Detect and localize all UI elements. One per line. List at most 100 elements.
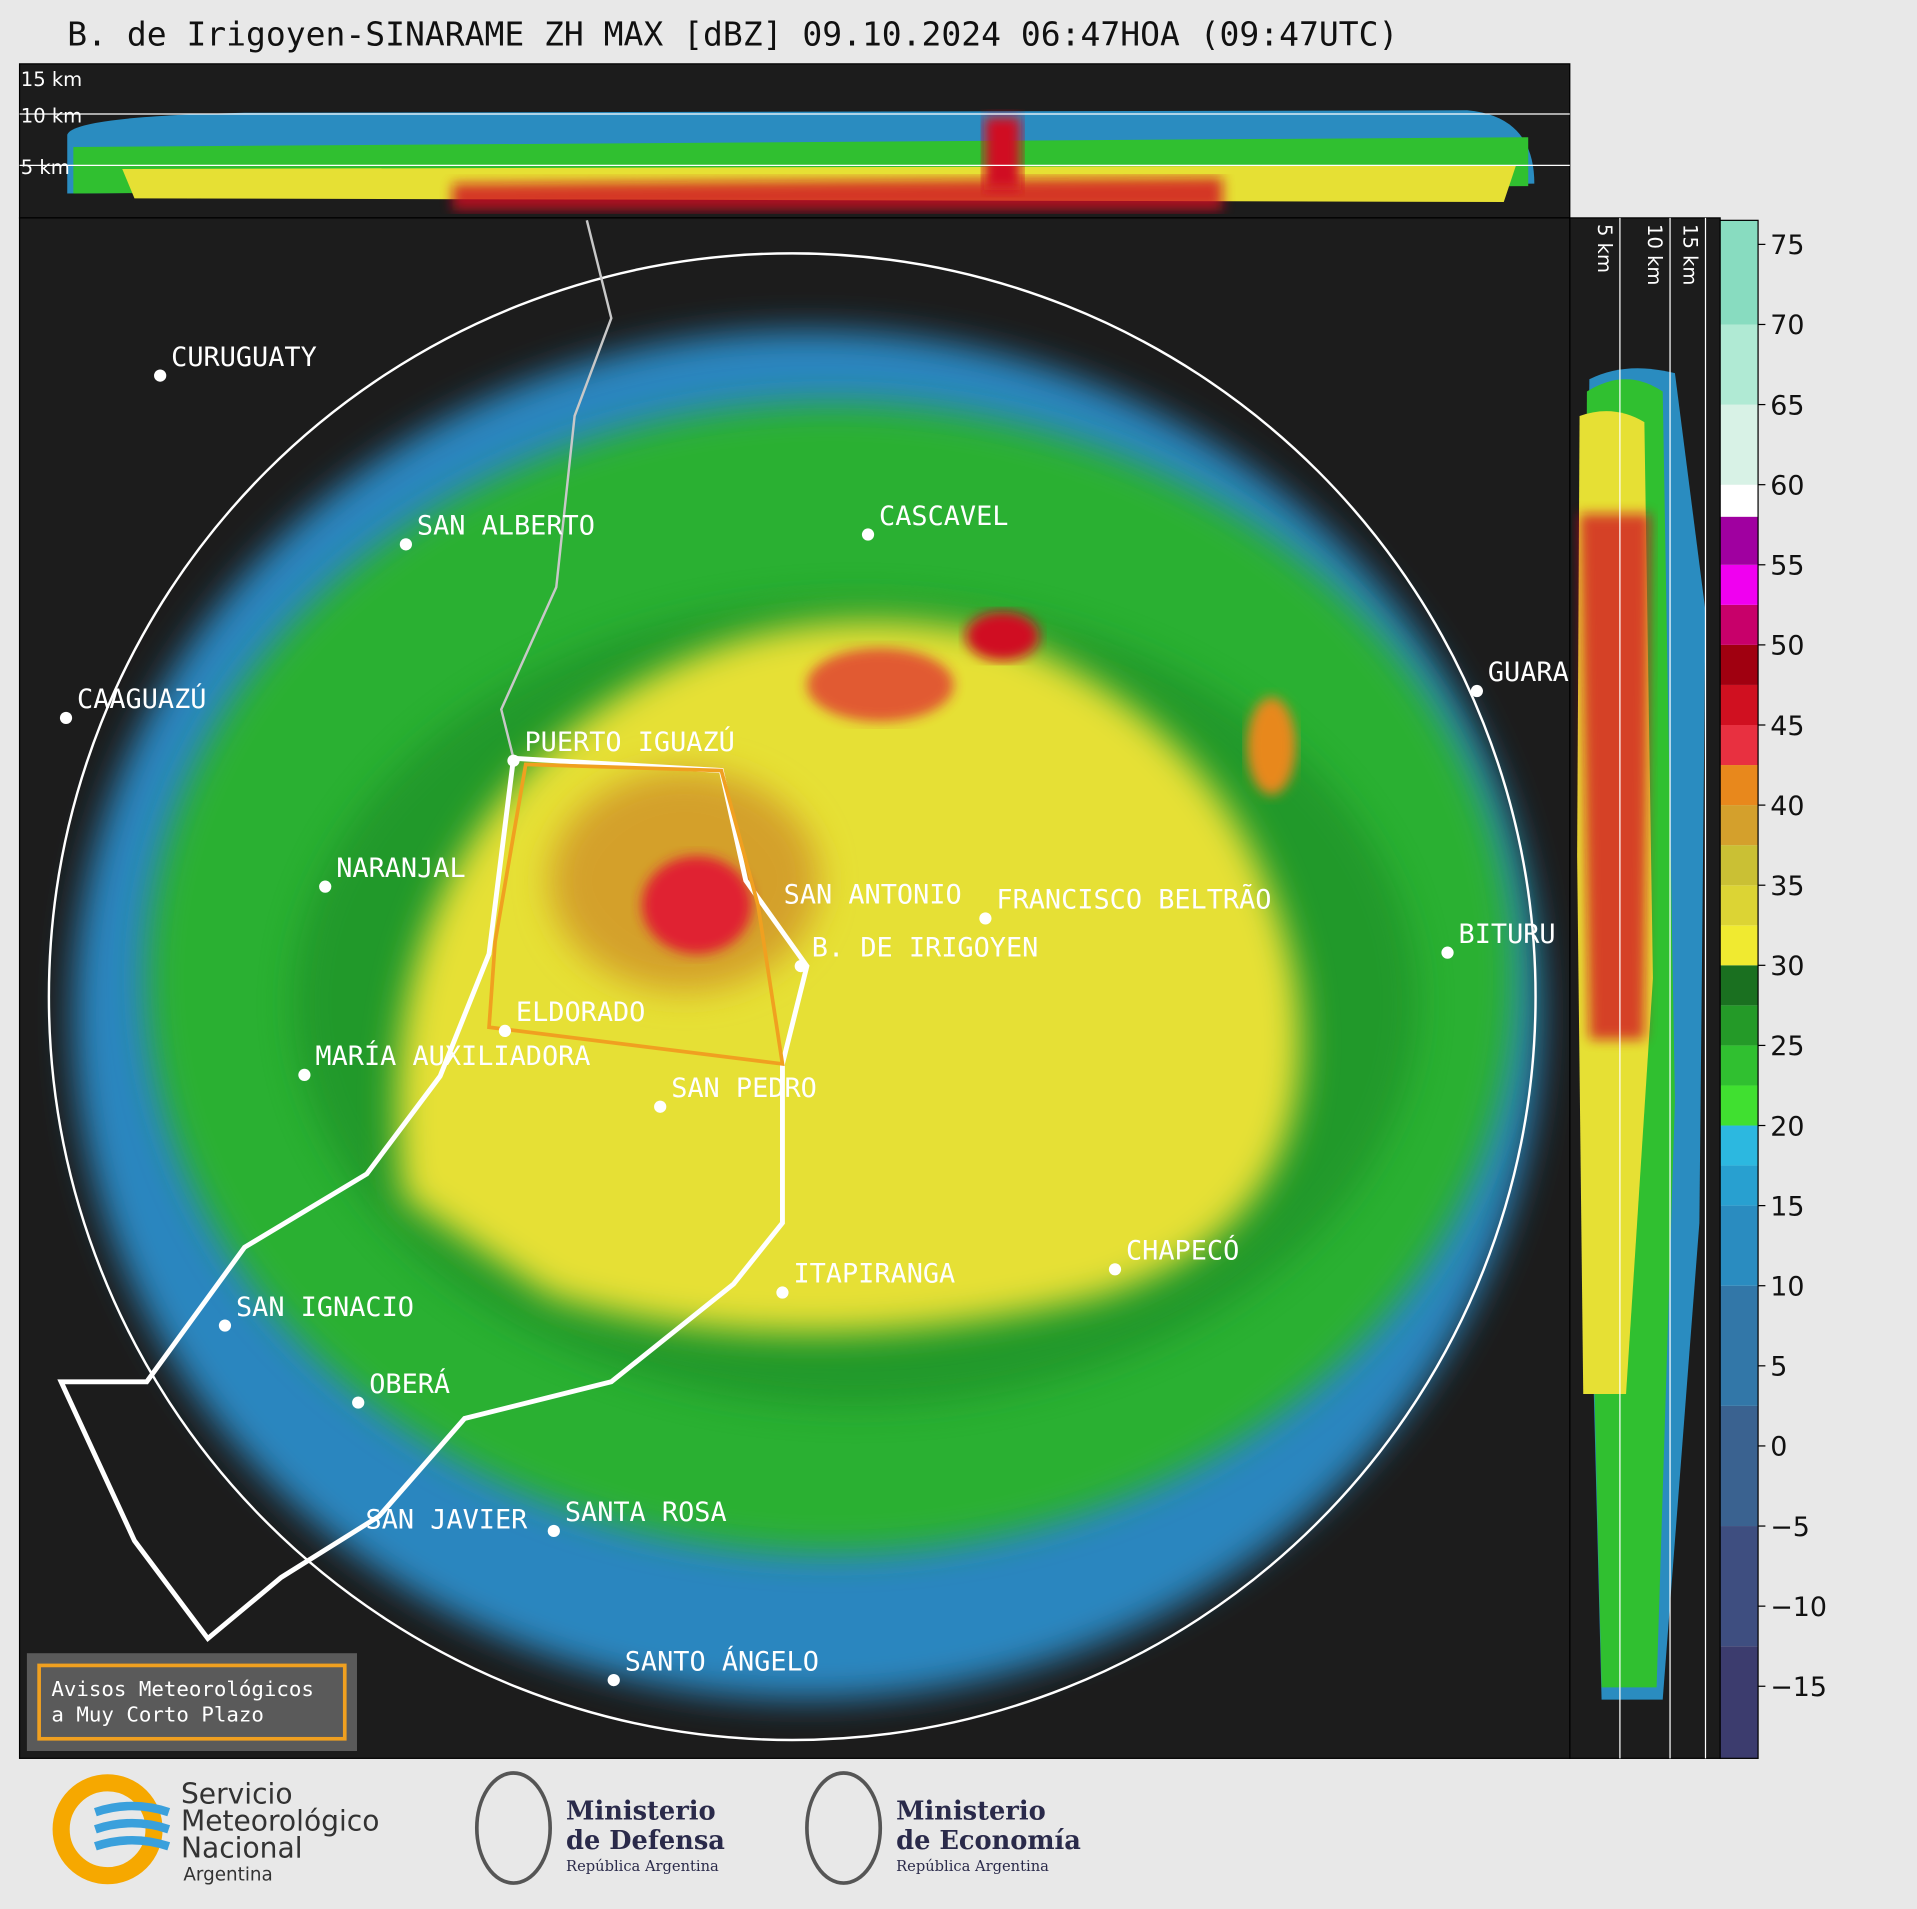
colorbar-tick-label: 65	[1770, 390, 1804, 421]
height-label: 10 km	[21, 105, 82, 128]
city-label: SAN PEDRO	[671, 1073, 817, 1104]
city-dot	[498, 1024, 512, 1038]
city-label: ELDORADO	[516, 997, 645, 1028]
colorbar-band	[1720, 765, 1759, 806]
colorbar-tick-label: 5	[1770, 1352, 1787, 1383]
colorbar-band	[1720, 1045, 1759, 1086]
warning-area	[487, 762, 785, 1067]
city-label: SANTA ROSA	[565, 1497, 727, 1528]
logo-text: de Defensa	[566, 1826, 725, 1856]
colorbar-band	[1720, 1646, 1759, 1759]
warning-line: a Muy Corto Plazo	[51, 1703, 264, 1727]
colorbar-tick-label: 15	[1770, 1191, 1804, 1222]
colorbar-tick-label: 20	[1770, 1111, 1804, 1142]
warning-line: Avisos Meteorológicos	[51, 1677, 314, 1701]
city-label: SAN JAVIER	[366, 1504, 529, 1535]
colorbar-band	[1720, 404, 1759, 485]
city-label: BITURU	[1459, 919, 1556, 950]
city-dot	[654, 1100, 667, 1113]
echo-field	[73, 330, 1541, 1700]
colorbar-tick-label: 30	[1770, 951, 1804, 982]
colorbar-band	[1720, 724, 1759, 766]
city-label: CAAGUAZÚ	[77, 683, 206, 715]
colorbar-band	[1720, 1165, 1759, 1206]
colorbar-tick-label: 50	[1770, 631, 1804, 662]
colorbar-tick-label: 70	[1770, 310, 1804, 341]
range-ring	[47, 252, 1537, 1742]
colorbar-band	[1720, 845, 1759, 886]
logo-text: República Argentina	[896, 1858, 1049, 1875]
city-label: SAN ALBERTO	[417, 511, 595, 542]
city-dot	[794, 960, 807, 973]
city-dot	[1108, 1263, 1122, 1276]
colorbar-band	[1720, 564, 1759, 605]
city-dot	[507, 754, 520, 767]
colorbar-band	[1720, 805, 1759, 846]
colorbar-band	[1720, 1526, 1759, 1647]
city-dot	[979, 912, 992, 925]
colorbar-tick-label: 55	[1770, 551, 1804, 582]
colorbar-tick-label: 45	[1770, 711, 1804, 742]
colorbar-band	[1720, 1005, 1759, 1046]
colorbar-band	[1720, 925, 1759, 966]
colorbar-tick-label: −5	[1770, 1512, 1810, 1543]
city-label: MARÍA AUXILIADORA	[315, 1040, 590, 1072]
city-dot	[1441, 946, 1454, 959]
height-label: 15 km	[21, 68, 82, 91]
city-dot	[218, 1319, 232, 1332]
colorbar-band	[1720, 1405, 1759, 1527]
logo-text: Argentina	[183, 1865, 272, 1886]
logo-text: Servicio	[181, 1778, 293, 1811]
colorbar-tick-label: 75	[1770, 230, 1804, 261]
colorbar-band	[1720, 324, 1759, 405]
warning-box: Avisos Meteorológicos a Muy Corto Plazo	[26, 1653, 357, 1752]
height-label: 5 km	[21, 156, 70, 179]
logo-text: República Argentina	[566, 1858, 719, 1875]
logo-text: Meteorológico	[181, 1804, 380, 1837]
city-label: SAN IGNACIO	[236, 1292, 414, 1323]
colorbar-band	[1720, 1085, 1759, 1126]
colorbar-tick-label: 40	[1770, 791, 1804, 822]
logos: Servicio Meteorológico Nacional Argentin…	[52, 1771, 1081, 1886]
city-label: OBERÁ	[369, 1368, 450, 1400]
city-dot	[352, 1396, 365, 1409]
colorbar-tick-label: −10	[1770, 1592, 1827, 1623]
colorbar-band	[1720, 516, 1759, 565]
city-label: ITAPIRANGA	[793, 1259, 955, 1290]
city-dot	[1470, 684, 1483, 698]
colorbar-tick-label: −15	[1770, 1672, 1827, 1703]
colorbar-tick-label: 60	[1770, 470, 1804, 501]
height-label: 5 km	[1593, 224, 1616, 273]
city-dot	[298, 1068, 311, 1082]
colorbar-tick-label: 0	[1770, 1432, 1787, 1463]
colorbar-band	[1720, 604, 1759, 645]
city-dot	[547, 1524, 560, 1538]
height-label: 15 km	[1678, 224, 1701, 285]
city-label: CASCAVEL	[879, 501, 1008, 532]
colorbar-band	[1720, 1285, 1759, 1406]
colorbar-band	[1720, 684, 1759, 725]
right-echo	[1577, 368, 1706, 1700]
colorbar-band	[1720, 220, 1759, 325]
city-dot	[319, 880, 332, 893]
city-label: SAN ANTONIO	[784, 880, 962, 911]
colorbar-tick-label: 10	[1770, 1272, 1804, 1303]
city-label: SANTO ÁNGELO	[625, 1645, 819, 1677]
city-label: B. DE IRIGOYEN	[812, 932, 1039, 963]
city-dot	[154, 369, 167, 382]
colorbar-frame	[1719, 219, 1759, 1759]
top-echo	[67, 110, 1535, 211]
height-label: 10 km	[1643, 224, 1666, 285]
city-label: NARANJAL	[336, 853, 465, 884]
colorbar-band	[1720, 484, 1759, 517]
colorbar-band	[1720, 1125, 1759, 1166]
colorbar-band	[1720, 965, 1759, 1006]
logo-text: Nacional	[181, 1831, 303, 1864]
city-label: CURUGUATY	[171, 342, 317, 373]
logo-text: de Economía	[896, 1826, 1081, 1856]
colorbar-band	[1720, 885, 1759, 926]
title: B. de Irigoyen-SINARAME ZH MAX [dBZ] 09.…	[67, 15, 1398, 54]
colorbar-band	[1720, 644, 1759, 685]
